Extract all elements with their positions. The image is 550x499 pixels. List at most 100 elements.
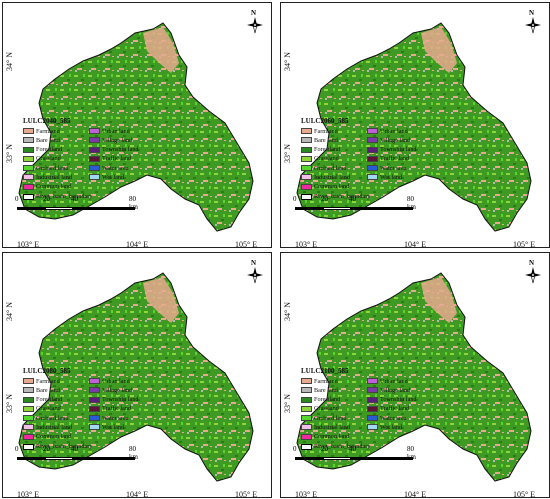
legend-swatch	[89, 424, 100, 431]
legend-item: Common land	[23, 183, 89, 191]
scale-bar: 0 20 40 80 km	[15, 195, 145, 217]
legend-label: Township land	[102, 396, 139, 404]
legend-item: Bare land	[301, 386, 367, 394]
legend-swatch	[367, 146, 378, 153]
lat-label-top: 34° N	[283, 302, 292, 321]
north-arrow-icon: N	[521, 9, 545, 39]
legend-label: Bare land	[36, 386, 60, 394]
legend-swatch	[89, 146, 100, 153]
legend-grid: Farmland Urban land Bare land Village land F…	[301, 127, 436, 191]
legend-label: Forestland	[314, 146, 341, 154]
legend-swatch	[89, 137, 100, 144]
legend-item: Orchard land	[301, 414, 367, 422]
legend-label: Wet land	[380, 423, 403, 431]
legend-item: Forestland	[301, 146, 367, 154]
lon-label-1: 103° E	[17, 240, 40, 248]
basin-map	[18, 22, 254, 232]
legend-item: Wet land	[367, 173, 433, 181]
legend-label: Urban land	[380, 127, 408, 135]
legend-item: Township land	[367, 396, 433, 404]
legend-title: LULC2060_585	[301, 117, 349, 125]
lon-label-3: 105° E	[235, 490, 258, 498]
legend-swatch	[23, 137, 34, 144]
legend-item: Water area	[367, 164, 433, 172]
map-panel-2080: 34° N 33° N 103° E 104° E 105° E N LULC2…	[2, 252, 272, 498]
legend-swatch	[367, 424, 378, 431]
legend-swatch	[367, 155, 378, 162]
map-panel-2100: 34° N 33° N 103° E 104° E 105° E N LULC2…	[280, 252, 550, 498]
legend-label: Water area	[380, 164, 407, 172]
lon-label-3: 105° E	[513, 240, 536, 248]
legend-swatch	[89, 396, 100, 403]
legend-label: Water area	[102, 164, 129, 172]
legend-label: Wet land	[102, 423, 125, 431]
legend-label: Forestland	[36, 146, 63, 154]
lat-label-bottom: 33° N	[5, 394, 14, 413]
legend-swatch	[367, 378, 378, 384]
legend-swatch	[89, 405, 100, 412]
legend-item: Urban land	[367, 377, 433, 385]
lon-label-3: 105° E	[513, 490, 536, 498]
scale-bar: 0 20 40 80 km	[293, 195, 423, 217]
lat-label-bottom: 33° N	[283, 394, 292, 413]
legend-swatch	[23, 378, 34, 384]
basin-map	[296, 22, 532, 232]
legend-label: Township land	[380, 146, 417, 154]
legend-label: Orchard land	[36, 164, 69, 172]
legend-swatch	[23, 128, 34, 134]
legend-label: Common land	[314, 183, 350, 191]
legend-boundary: River_basin_boundary	[301, 193, 436, 201]
legend-boundary: River_basin_boundary	[301, 443, 436, 451]
lon-label-1: 103° E	[295, 490, 318, 498]
legend-swatch	[23, 396, 34, 403]
legend-swatch	[367, 387, 378, 394]
legend-label: Industrial land	[314, 173, 350, 181]
legend-item: Orchard land	[301, 164, 367, 172]
legend-title: LULC2040_585	[23, 117, 71, 125]
legend-label: Common land	[36, 433, 72, 441]
legend-label: Farmland	[36, 377, 60, 385]
lon-label-3: 105° E	[235, 240, 258, 248]
legend: LULC2060_585 Farmland Urban land Bare land…	[301, 117, 436, 201]
legend-boundary: River_basin_boundary	[23, 193, 158, 201]
legend-label: Common land	[314, 433, 350, 441]
lat-label-top: 34° N	[5, 302, 14, 321]
legend-label: Traffic land	[380, 405, 410, 413]
legend-item: Grassland	[23, 405, 89, 413]
legend-item: Traffic land	[89, 155, 155, 163]
legend-swatch	[89, 415, 100, 422]
legend-swatch	[23, 424, 34, 431]
legend-label: Traffic land	[380, 155, 410, 163]
legend-item: Wet land	[89, 423, 155, 431]
legend-label: Grassland	[36, 405, 61, 413]
lat-label-top: 34° N	[5, 52, 14, 71]
legend-label: Wet land	[380, 173, 403, 181]
legend-swatch	[301, 155, 312, 162]
legend-title: LULC2100_585	[301, 367, 349, 375]
legend-swatch	[301, 396, 312, 403]
legend-title: LULC2080_585	[23, 367, 71, 375]
legend-label: Grassland	[36, 155, 61, 163]
legend-swatch	[23, 165, 34, 172]
legend-label: Village land	[102, 136, 133, 144]
legend-item: Forestland	[301, 396, 367, 404]
legend-swatch	[89, 165, 100, 172]
legend-swatch	[367, 165, 378, 172]
legend: LULC2040_585 Farmland Urban land Bare land…	[23, 117, 158, 201]
legend-item: Wet land	[367, 423, 433, 431]
legend-swatch	[89, 128, 100, 134]
map-panel-2060: 34° N 33° N 103° E 104° E 105° E N LULC2…	[280, 2, 550, 248]
legend-swatch	[301, 128, 312, 134]
legend-swatch	[89, 155, 100, 162]
legend-swatch	[23, 433, 34, 440]
legend-label: Grassland	[314, 405, 339, 413]
legend-label: Bare land	[314, 136, 338, 144]
legend-swatch	[301, 415, 312, 422]
legend-label: Industrial land	[314, 423, 350, 431]
legend-swatch	[367, 396, 378, 403]
legend-swatch	[23, 146, 34, 153]
legend-label: Farmland	[314, 127, 338, 135]
legend-item: Urban land	[367, 127, 433, 135]
lon-label-2: 104° E	[126, 240, 149, 248]
legend-item: Water area	[89, 414, 155, 422]
